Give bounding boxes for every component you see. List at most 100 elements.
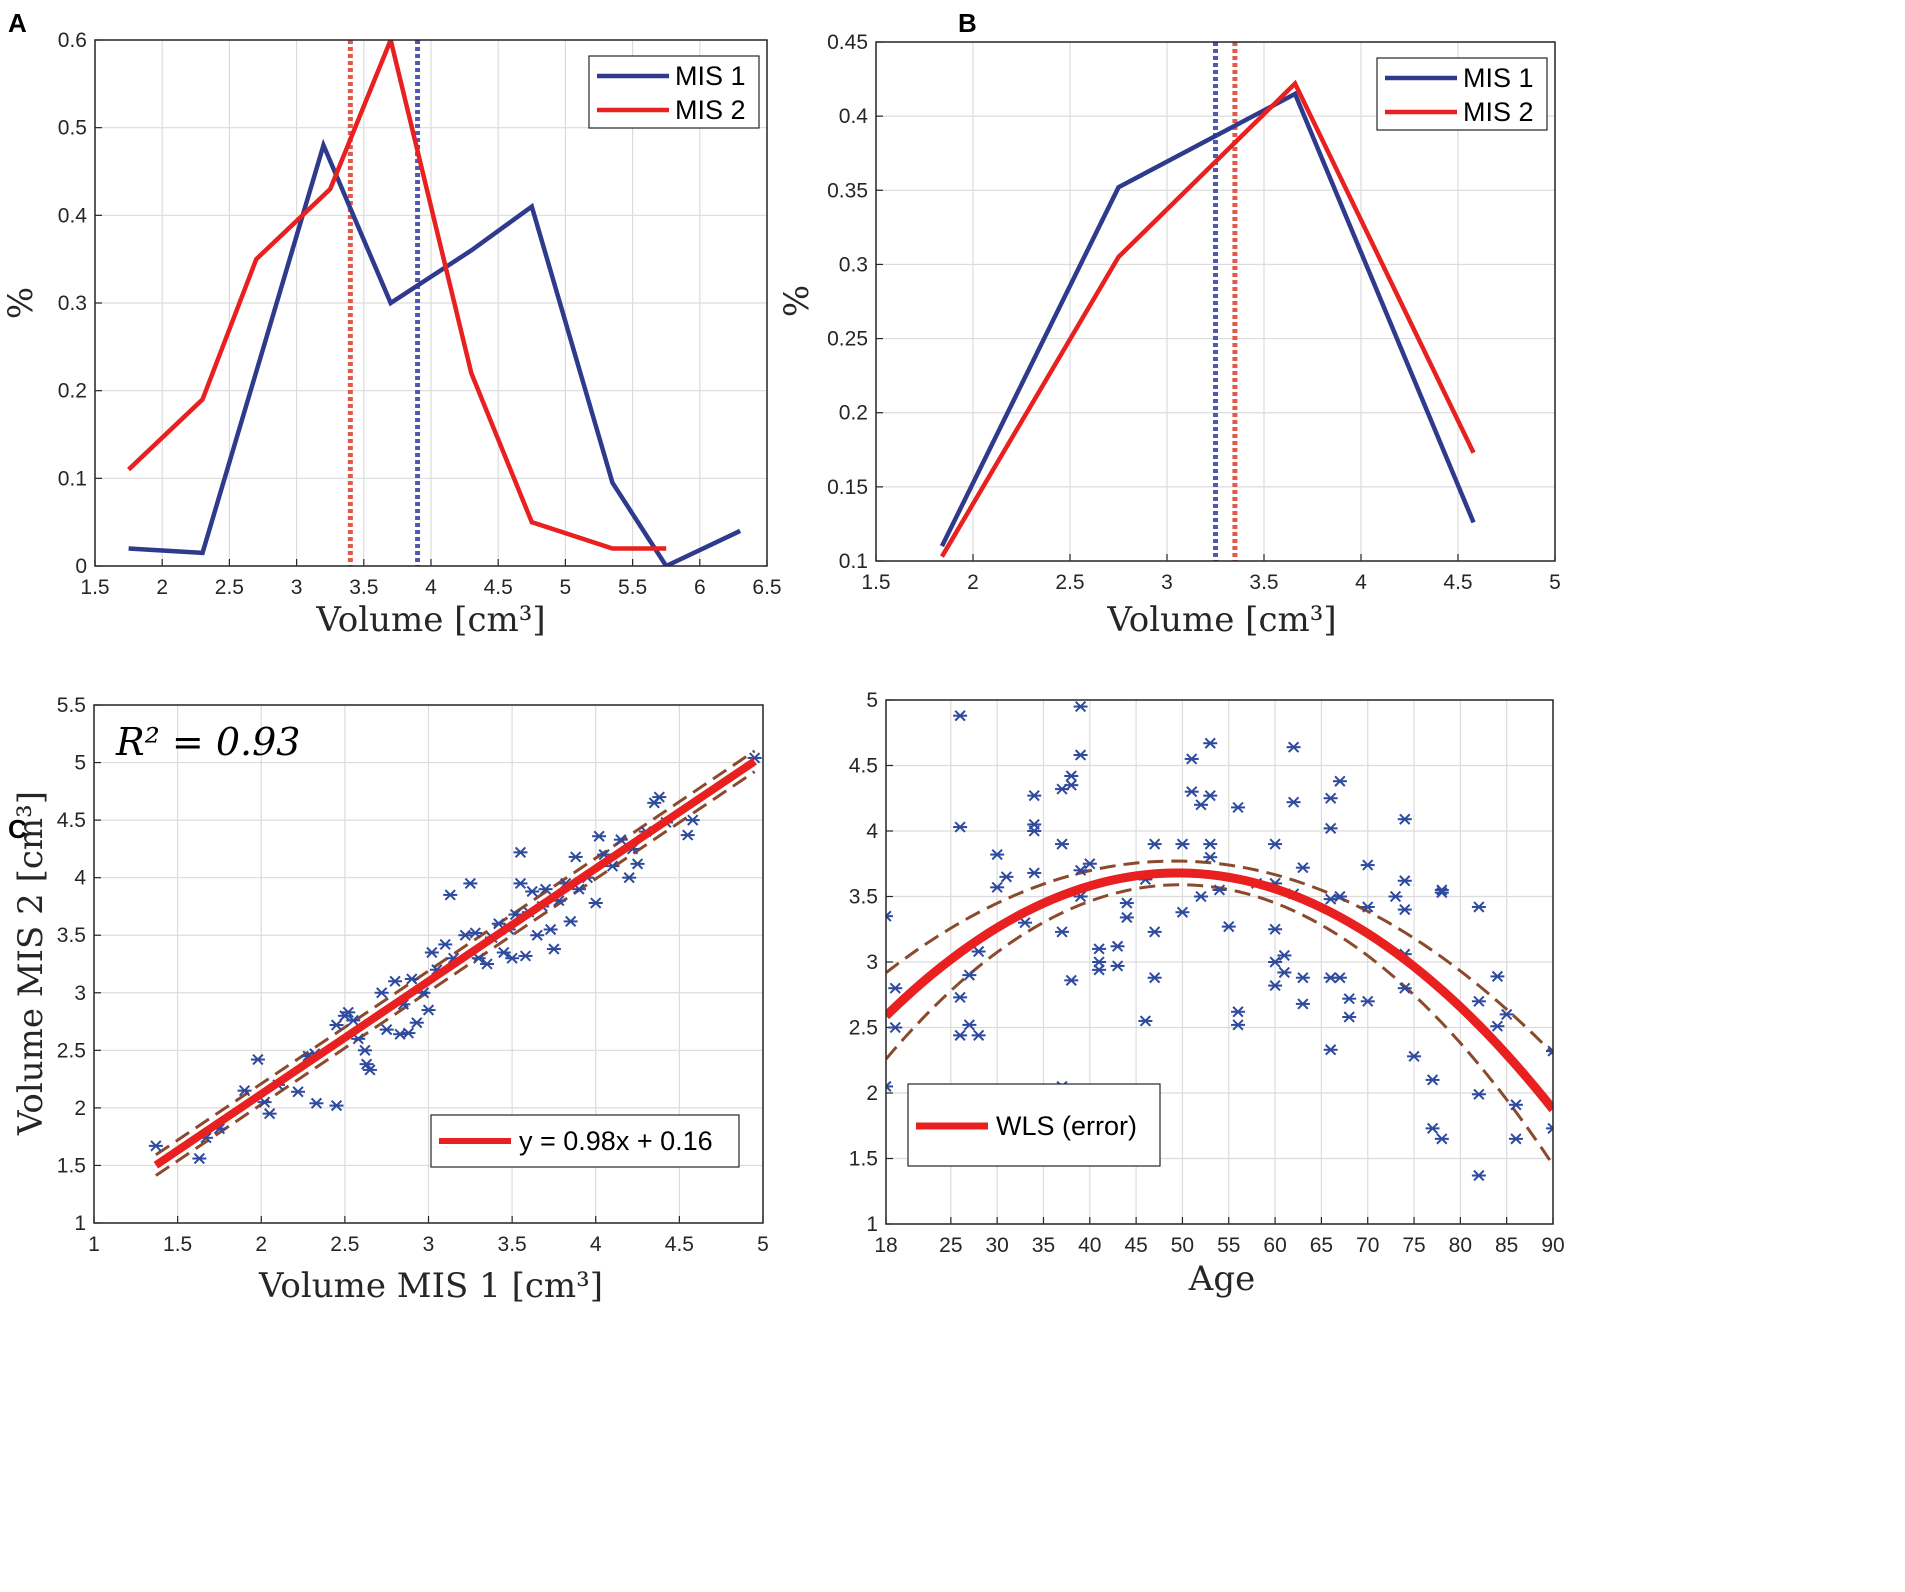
y-tick-label: 1: [866, 1213, 878, 1236]
x-tick-label: 4: [590, 1233, 602, 1256]
data-point: [1027, 790, 1042, 802]
data-point: [329, 1099, 344, 1112]
data-point: [888, 1021, 903, 1034]
data-point: [513, 877, 528, 890]
data-point: [262, 1108, 277, 1120]
y-tick-label: 0.3: [839, 253, 868, 276]
data-point: [1332, 890, 1347, 903]
data-point: [1193, 890, 1208, 903]
plot-content: [886, 700, 1553, 1182]
data-point: [1295, 862, 1310, 874]
x-tick-label: 5: [757, 1233, 769, 1256]
data-point: [990, 848, 1005, 861]
data-point: [1268, 956, 1283, 968]
data-point: [1110, 960, 1125, 972]
data-point: [148, 1140, 163, 1152]
data-point: [1064, 779, 1079, 791]
x-tick-label: 4.5: [1443, 571, 1472, 594]
y-tick-label: 3: [866, 951, 878, 974]
x-tick-label: 1.5: [80, 576, 109, 599]
data-point: [1175, 838, 1190, 850]
x-axis-title: Volume [cm³]: [1106, 600, 1336, 640]
y-tick-label: 0.2: [58, 380, 87, 403]
data-point: [309, 1097, 324, 1109]
data-point: [543, 923, 558, 936]
data-point: [1286, 741, 1301, 753]
legend-label: WLS (error): [996, 1111, 1137, 1141]
panel-d: D 18253035404550556065707580859011.522.5…: [849, 689, 1565, 1299]
data-point: [971, 1029, 986, 1041]
data-point: [1277, 966, 1292, 979]
legend-label: y = 0.98x + 0.16: [519, 1126, 713, 1156]
data-point: [468, 927, 483, 939]
y-tick-label: 3.5: [57, 924, 86, 947]
data-point: [1397, 982, 1412, 994]
y-tick-label: 0.5: [58, 117, 87, 140]
legend-box: [1376, 57, 1548, 131]
data-point: [1323, 1044, 1338, 1056]
data-point: [362, 1064, 377, 1076]
data-point: [538, 883, 553, 895]
data-point: [1546, 1045, 1553, 1057]
y-tick-label: 0.15: [827, 476, 868, 499]
x-tick-label: 45: [1124, 1234, 1147, 1257]
x-tick-label: 4: [425, 576, 437, 599]
x-tick-label: 25: [939, 1234, 962, 1257]
data-point: [546, 943, 561, 955]
panel-a-letter: A: [8, 8, 27, 38]
data-point: [1231, 1019, 1246, 1031]
y-tick-label: 1: [74, 1212, 86, 1235]
data-point: [1203, 790, 1218, 802]
y-tick-label: 0.2: [839, 402, 868, 425]
x-tick-label: 18: [874, 1234, 897, 1257]
data-point: [463, 877, 478, 890]
data-point: [192, 1152, 207, 1165]
x-tick-label: 70: [1356, 1234, 1379, 1257]
x-tick-label: 3.5: [1249, 571, 1278, 594]
data-point: [622, 872, 637, 884]
x-tick-label: 40: [1078, 1234, 1101, 1257]
x-tick-label: 1.5: [861, 571, 890, 594]
data-point: [1342, 993, 1357, 1005]
data-point: [1277, 949, 1292, 962]
data-point: [568, 851, 583, 863]
y-tick-label: 2: [74, 1097, 86, 1120]
panel-a: A 1.5 2 2.5 3 3.5 4 4.5 5 5.5 6 6.5 0 0.1 0.2 0.3 0.4 0.…: [1, 8, 782, 640]
panel-b: B 1.5 2 2.5 3 3.5 4 4.5 5 0.1 0.15 0.2 0.25 0.3 0.35 0…: [777, 8, 1561, 640]
data-point: [341, 1006, 356, 1018]
data-point: [346, 1014, 361, 1027]
legend: MIS 1 MIS 2: [1376, 57, 1548, 131]
data-point: [888, 982, 903, 994]
y-tick-label: 3: [74, 982, 86, 1005]
x-tick-label: 6: [694, 576, 706, 599]
x-tick-label: 3.5: [349, 576, 378, 599]
data-point: [1323, 822, 1338, 834]
legend-box: [588, 55, 760, 129]
data-point: [1110, 940, 1125, 952]
data-point: [592, 830, 607, 842]
x-tick-label: 4: [1355, 571, 1367, 594]
x-tick-label: 35: [1032, 1234, 1055, 1257]
panel-c-letter: C: [8, 814, 27, 844]
data-point: [496, 946, 511, 959]
data-point: [685, 814, 700, 826]
plot-content: [148, 749, 762, 1177]
x-tick-label: 55: [1217, 1234, 1240, 1257]
x-tick-label: 3.5: [498, 1233, 527, 1256]
data-point: [1434, 1133, 1449, 1145]
data-point: [1055, 838, 1070, 850]
fit-line: [886, 868, 1553, 1113]
data-point: [1490, 1020, 1505, 1032]
data-point: [1425, 1074, 1440, 1086]
data-point: [1434, 886, 1449, 899]
x-tick-label: 75: [1402, 1234, 1425, 1257]
data-point: [1499, 1008, 1514, 1021]
y-tick-label: 2: [866, 1082, 878, 1105]
data-point: [1092, 964, 1107, 976]
data-point: [1508, 1133, 1523, 1145]
y-tick-label: 5.5: [57, 694, 86, 717]
data-point: [257, 1096, 272, 1108]
data-point: [1147, 972, 1162, 984]
data-point: [953, 1029, 968, 1041]
